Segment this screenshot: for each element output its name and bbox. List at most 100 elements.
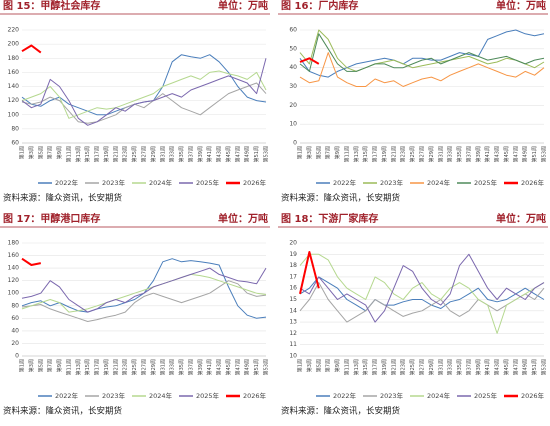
y-tick-label: 200 bbox=[8, 41, 20, 48]
y-tick-label: 40 bbox=[11, 327, 19, 334]
x-tick-label: 第19周 bbox=[103, 359, 110, 375]
x-tick-label: 第11周 bbox=[343, 359, 350, 375]
x-tick-label: 第49周 bbox=[244, 359, 251, 375]
legend-label: 2023年 bbox=[380, 391, 404, 400]
x-tick-label: 第13周 bbox=[353, 146, 360, 162]
x-tick-label: 第41周 bbox=[484, 146, 491, 162]
legend-label: 2025年 bbox=[196, 178, 220, 187]
x-tick-label: 第37周 bbox=[465, 146, 472, 162]
x-tick-label: 第1周 bbox=[19, 146, 26, 159]
x-tick-label: 第29周 bbox=[428, 359, 435, 375]
x-tick-label: 第9周 bbox=[56, 359, 63, 372]
x-tick-label: 第43周 bbox=[216, 146, 223, 162]
x-tick-label: 第1周 bbox=[297, 146, 304, 159]
series-line bbox=[21, 257, 41, 266]
x-tick-label: 第3周 bbox=[28, 146, 35, 159]
y-tick-label: 80 bbox=[11, 125, 19, 132]
x-tick-label: 第27周 bbox=[419, 146, 426, 162]
y-tick-label: 140 bbox=[8, 83, 20, 90]
series-line bbox=[299, 276, 545, 312]
x-tick-label: 第43周 bbox=[216, 359, 223, 375]
x-tick-label: 第35周 bbox=[178, 359, 185, 375]
x-tick-label: 第49周 bbox=[244, 146, 251, 162]
source-note: 资料来源：隆众资讯，长安期货 bbox=[281, 193, 401, 204]
y-tick-label: 50 bbox=[289, 45, 297, 52]
legend-label: 2023年 bbox=[380, 178, 404, 187]
x-tick-label: 第1周 bbox=[19, 359, 26, 372]
x-tick-label: 第47周 bbox=[512, 146, 519, 162]
x-tick-label: 第23周 bbox=[400, 146, 407, 162]
x-tick-label: 第43周 bbox=[494, 359, 501, 375]
x-tick-label: 第47周 bbox=[512, 359, 519, 375]
y-tick-label: 160 bbox=[8, 69, 20, 76]
x-tick-label: 第31周 bbox=[159, 146, 166, 162]
y-tick-label: 120 bbox=[8, 97, 20, 104]
x-tick-label: 第13周 bbox=[75, 359, 82, 375]
chart-title: 图 16：厂内库存 bbox=[281, 0, 358, 12]
x-tick-label: 第3周 bbox=[306, 146, 313, 159]
legend-label: 2022年 bbox=[55, 391, 79, 400]
x-tick-label: 第33周 bbox=[169, 146, 176, 162]
y-tick-label: 12 bbox=[289, 330, 297, 337]
y-tick-label: 10 bbox=[289, 121, 297, 128]
y-tick-label: 20 bbox=[289, 102, 297, 109]
x-tick-label: 第19周 bbox=[381, 359, 388, 375]
unit-label: 单位：万吨 bbox=[496, 0, 546, 12]
x-tick-label: 第53周 bbox=[541, 146, 548, 162]
x-tick-label: 第29周 bbox=[428, 146, 435, 162]
x-tick-label: 第41周 bbox=[206, 146, 213, 162]
x-tick-label: 第15周 bbox=[84, 359, 91, 375]
x-tick-label: 第13周 bbox=[75, 146, 82, 162]
chart-title: 图 17：甲醇港口库存 bbox=[3, 212, 100, 225]
x-tick-label: 第29周 bbox=[150, 359, 157, 375]
x-tick-label: 第35周 bbox=[178, 146, 185, 162]
y-tick-label: 20 bbox=[289, 240, 297, 247]
x-tick-label: 第7周 bbox=[325, 359, 332, 372]
x-tick-label: 第25周 bbox=[409, 359, 416, 375]
x-tick-label: 第41周 bbox=[206, 359, 213, 375]
x-tick-label: 第21周 bbox=[390, 359, 397, 375]
y-tick-label: 18 bbox=[289, 262, 297, 269]
x-tick-label: 第33周 bbox=[169, 359, 176, 375]
x-tick-label: 第33周 bbox=[447, 146, 454, 162]
y-tick-label: 60 bbox=[11, 140, 19, 147]
x-tick-label: 第47周 bbox=[234, 146, 241, 162]
unit-label: 单位：万吨 bbox=[218, 0, 268, 12]
x-tick-label: 第17周 bbox=[372, 359, 379, 375]
x-tick-label: 第25周 bbox=[131, 146, 138, 162]
legend-label: 2025年 bbox=[474, 391, 498, 400]
series-line bbox=[299, 57, 320, 65]
series-line bbox=[21, 267, 267, 313]
x-tick-label: 第21周 bbox=[390, 146, 397, 162]
x-tick-label: 第19周 bbox=[103, 146, 110, 162]
x-tick-label: 第15周 bbox=[362, 146, 369, 162]
legend-label: 2024年 bbox=[149, 391, 173, 400]
x-tick-label: 第9周 bbox=[56, 146, 63, 159]
y-tick-label: 180 bbox=[8, 240, 20, 247]
y-tick-label: 20 bbox=[11, 340, 19, 347]
x-tick-label: 第31周 bbox=[437, 146, 444, 162]
x-tick-label: 第17周 bbox=[94, 146, 101, 162]
x-tick-label: 第39周 bbox=[197, 146, 204, 162]
series-line bbox=[299, 253, 545, 323]
x-tick-label: 第23周 bbox=[122, 146, 129, 162]
x-tick-label: 第49周 bbox=[522, 359, 529, 375]
x-tick-label: 第27周 bbox=[141, 146, 148, 162]
x-tick-label: 第53周 bbox=[541, 359, 548, 375]
x-tick-label: 第21周 bbox=[112, 146, 119, 162]
series-line bbox=[21, 58, 267, 126]
x-tick-label: 第17周 bbox=[94, 359, 101, 375]
x-tick-label: 第5周 bbox=[315, 146, 322, 159]
x-tick-label: 第37周 bbox=[465, 359, 472, 375]
y-tick-label: 0 bbox=[293, 140, 297, 147]
y-tick-label: 19 bbox=[289, 251, 297, 258]
x-tick-label: 第45周 bbox=[225, 146, 232, 162]
chart-title: 图 15：甲醇社会库存 bbox=[3, 0, 100, 12]
legend-label: 2022年 bbox=[55, 178, 79, 187]
y-tick-label: 100 bbox=[8, 111, 20, 118]
x-tick-label: 第9周 bbox=[334, 359, 341, 372]
source-note: 资料来源：隆众资讯，长安期货 bbox=[3, 193, 123, 204]
source-note: 资料来源：隆众资讯，长安期货 bbox=[281, 406, 401, 417]
x-tick-label: 第45周 bbox=[503, 146, 510, 162]
